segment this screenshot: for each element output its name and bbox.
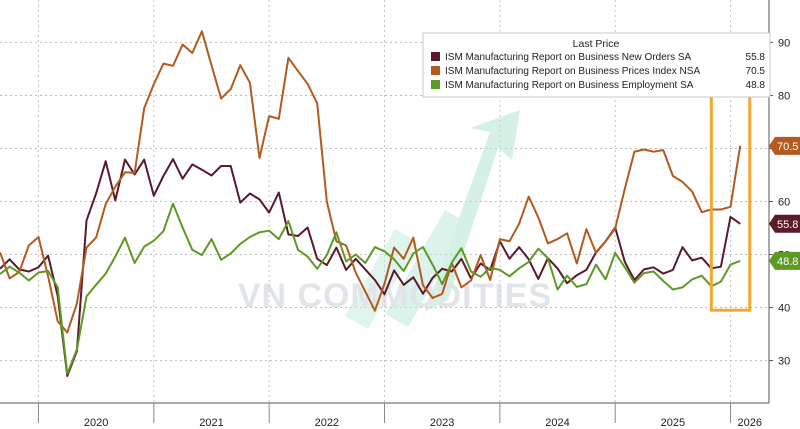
- legend-swatch: [431, 66, 440, 75]
- series-line-1: [0, 30, 742, 334]
- x-ticks: 2020 2021 2022 2023 2024 2025 2026: [37, 403, 762, 429]
- last-value-tag: [769, 251, 800, 270]
- x-tick-label: 2023: [430, 417, 454, 429]
- legend-title: Last Price: [573, 38, 620, 50]
- y-tick-label: 30: [778, 356, 790, 368]
- x-tick-label: 2024: [545, 417, 569, 429]
- x-tick-label: 2021: [199, 417, 223, 429]
- series-line-2: [0, 202, 741, 375]
- last-value-label: 55.8: [777, 219, 798, 231]
- series-layer: [0, 30, 742, 377]
- y-tick-label: 80: [778, 90, 790, 102]
- x-axis: 2020 2021 2022 2023 2024 2025 2026: [0, 402, 769, 429]
- y-tick-label: 60: [778, 197, 790, 209]
- last-value-tag: [769, 214, 800, 233]
- legend-value: 70.5: [746, 66, 766, 77]
- y-tick-label: 90: [778, 37, 790, 49]
- series-line-0: [0, 158, 741, 377]
- x-tick-label: 2025: [661, 417, 685, 429]
- y-tick-label: 40: [778, 303, 790, 315]
- legend-box: [422, 32, 771, 98]
- legend-label: ISM Manufacturing Report on Business Pri…: [445, 66, 700, 77]
- legend-value: 48.8: [746, 80, 766, 91]
- x-tick-label: 2022: [315, 417, 339, 429]
- legend-entries: ISM Manufacturing Report on Business New…: [431, 52, 765, 91]
- y-ticks: 30405060708090: [769, 37, 790, 368]
- legend-label: ISM Manufacturing Report on Business New…: [445, 52, 692, 63]
- last-value-label: 48.8: [777, 256, 798, 268]
- watermark: VN COMMODITIES: [238, 110, 552, 329]
- x-tick-label: 2020: [84, 417, 108, 429]
- legend-swatch: [431, 80, 440, 89]
- legend: Last Price ISM Manufacturing Report on B…: [422, 32, 771, 98]
- legend-swatch: [431, 52, 440, 61]
- last-value-tag: [769, 136, 800, 155]
- y-axis: 30405060708090 55.870.548.8: [768, 0, 800, 403]
- x-tick-label: 2026: [738, 417, 762, 429]
- last-value-label: 70.5: [777, 141, 798, 153]
- last-value-labels: 55.8 70.5 48.8: [769, 136, 800, 270]
- legend-label: ISM Manufacturing Report on Business Emp…: [445, 80, 694, 91]
- watermark-text: VN COMMODITIES: [238, 277, 552, 315]
- legend-value: 55.8: [746, 52, 766, 63]
